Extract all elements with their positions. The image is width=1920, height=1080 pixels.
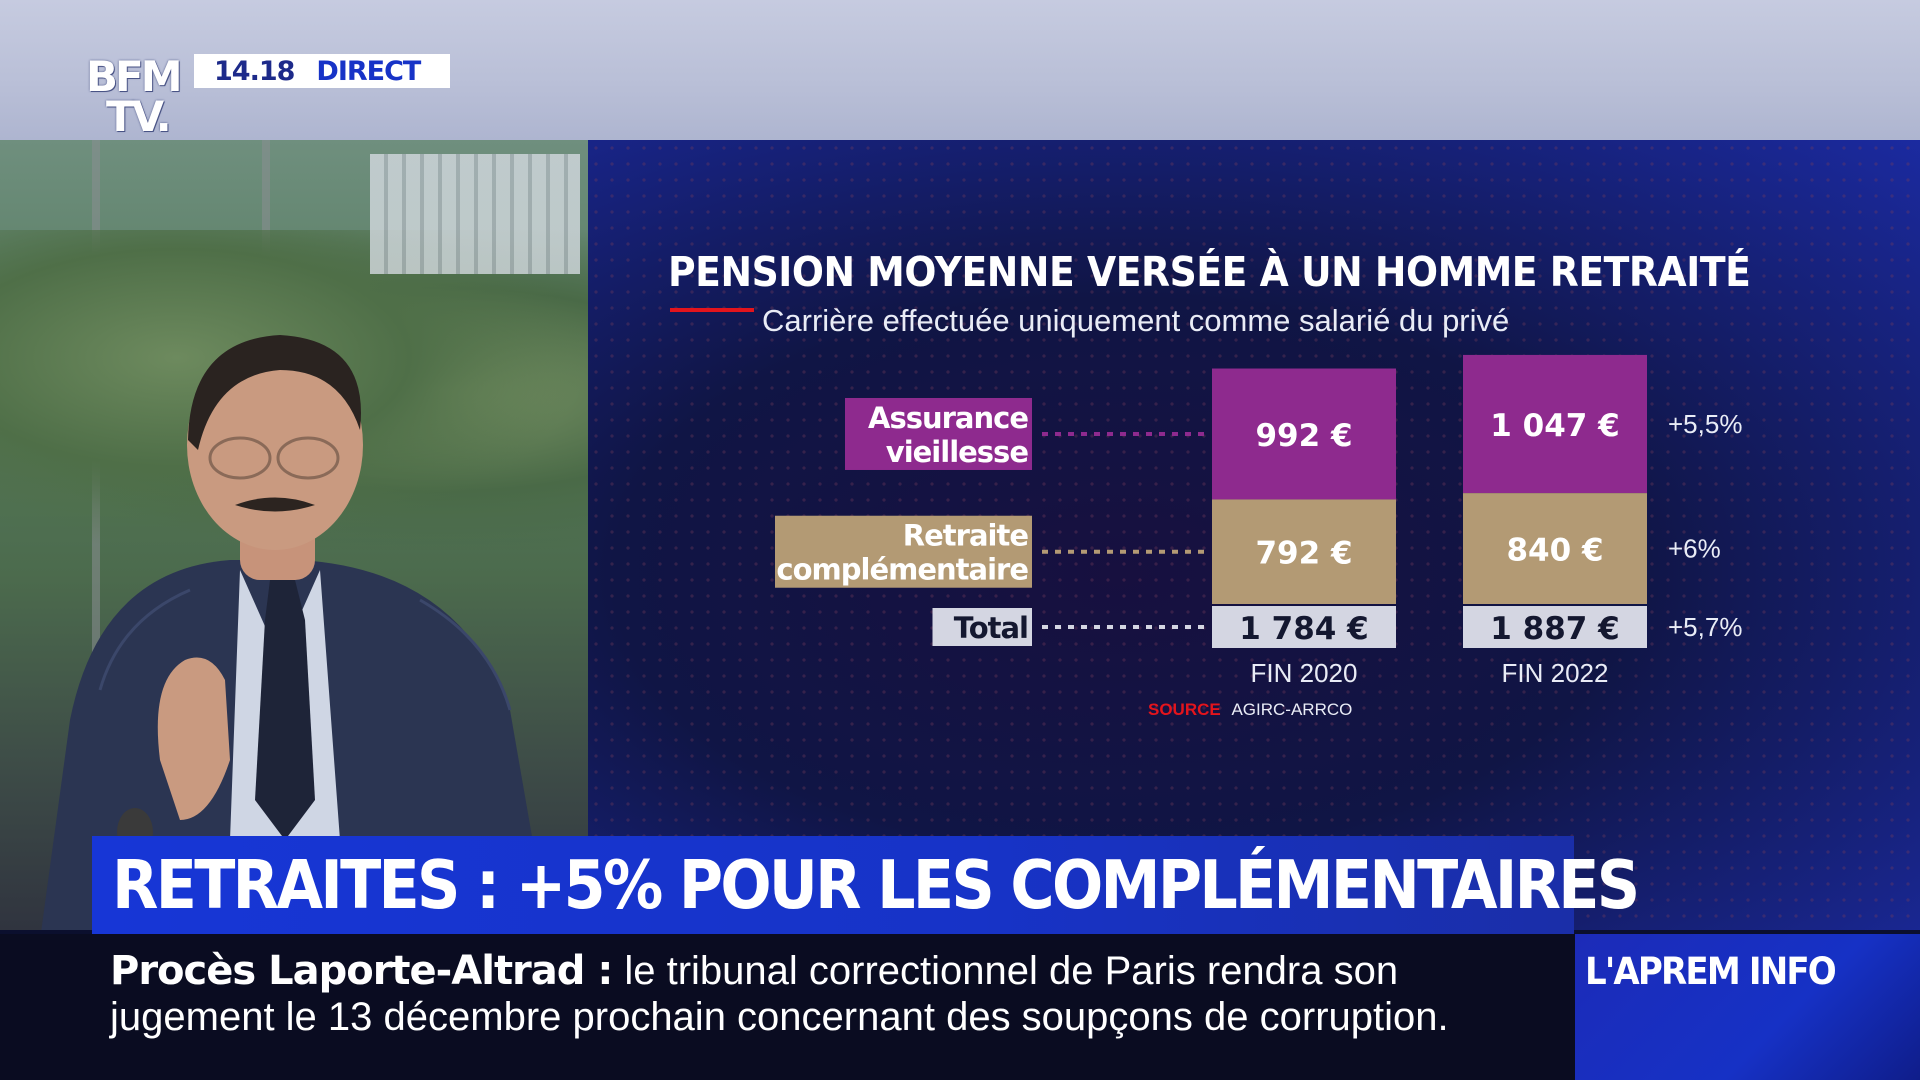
ticker-topic: Procès Laporte-Altrad : — [110, 948, 613, 994]
live-label: DIRECT — [316, 55, 421, 87]
studio-view — [0, 140, 588, 930]
show-box — [1575, 934, 1920, 1080]
chart-subtitle: Carrière effectuée uniquement comme sala… — [762, 303, 1510, 338]
show-name: L'APREM INFO — [1585, 950, 1837, 993]
source-label: SOURCE — [1148, 700, 1221, 719]
news-ticker — [0, 934, 1575, 1080]
ticker-body: le tribunal correctionnel de Paris rendr… — [110, 949, 1449, 1039]
presenter-image — [41, 335, 549, 930]
headline-bar — [92, 836, 1574, 934]
clock: 14.18 — [214, 55, 295, 87]
title-accent-rule — [670, 308, 754, 312]
ticker-text: Procès Laporte-Altrad : le tribunal corre… — [110, 948, 1570, 1040]
logo-line-2: TV. — [106, 92, 172, 141]
chart-source: SOURCE AGIRC-ARRCO — [1148, 700, 1352, 720]
headline: RETRAITES : +5% POUR LES COMPLÉMENTAIRES — [112, 846, 1640, 924]
chart-title: PENSION MOYENNE VERSÉE À UN HOMME RETRAI… — [668, 248, 1751, 296]
source-value: AGIRC-ARRCO — [1231, 700, 1353, 719]
building-background — [370, 154, 580, 274]
logo-line-1: BFM — [86, 52, 182, 101]
channel-logo: BFM TV. — [86, 52, 186, 141]
live-badge: 14.18 DIRECT — [194, 54, 450, 88]
